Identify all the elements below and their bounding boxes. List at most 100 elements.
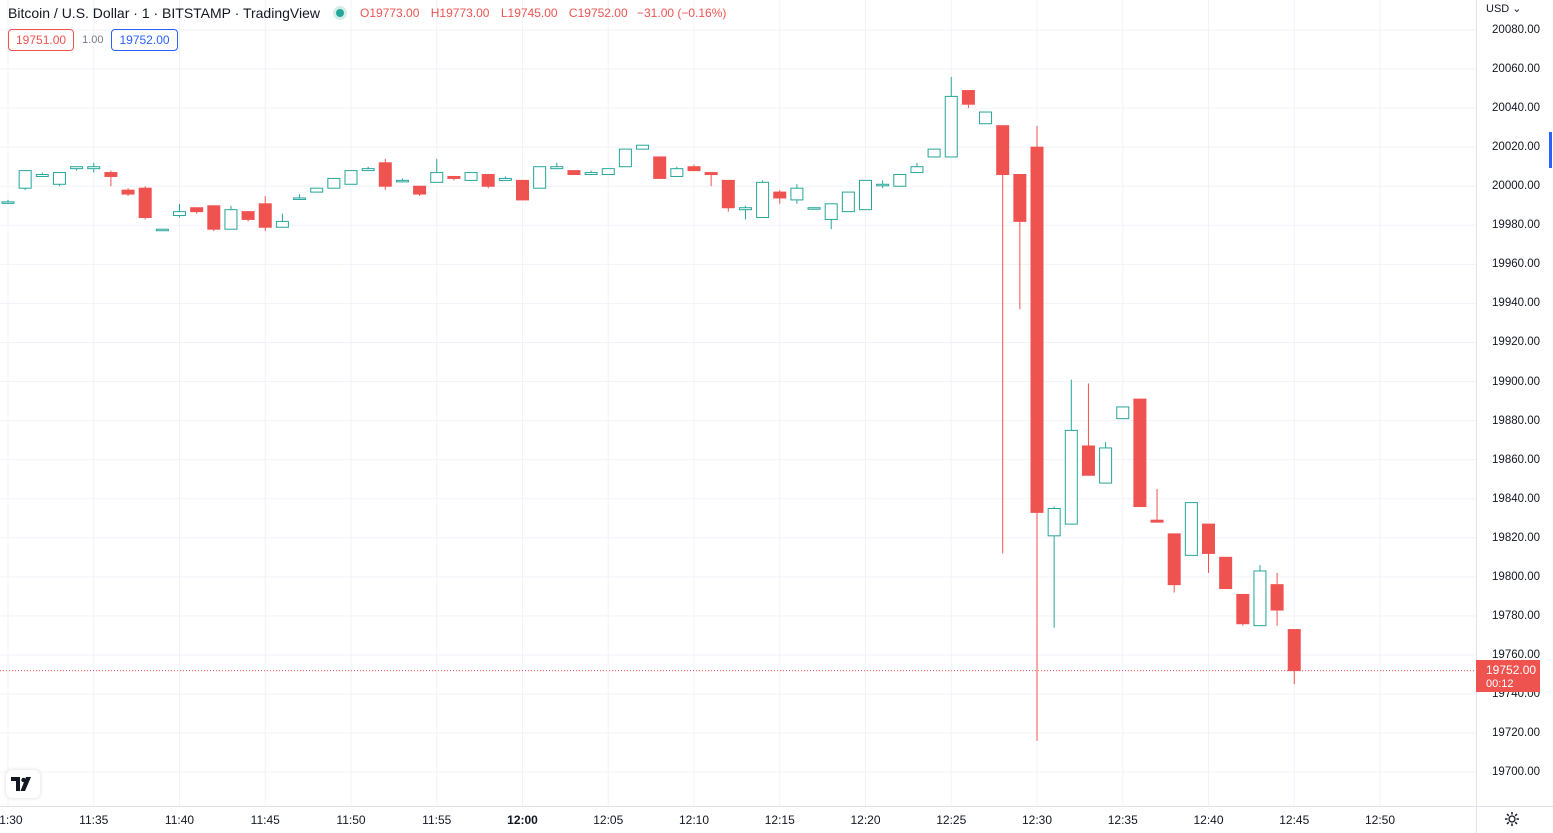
- candle-body[interactable]: [1184, 502, 1198, 556]
- candle-body[interactable]: [961, 90, 975, 105]
- sell-price-button[interactable]: 19751.00: [8, 29, 75, 51]
- candle-body[interactable]: [327, 177, 341, 189]
- candle-body[interactable]: [481, 174, 495, 187]
- candle-body[interactable]: [395, 179, 409, 183]
- candle-body[interactable]: [258, 203, 272, 228]
- candle-body[interactable]: [173, 211, 186, 217]
- candle-body[interactable]: [70, 166, 84, 170]
- time-tick-label: 12:45: [1279, 813, 1310, 827]
- candle-body[interactable]: [1099, 447, 1113, 484]
- candle-body[interactable]: [618, 148, 632, 168]
- candle-body[interactable]: [190, 207, 204, 213]
- candle-body[interactable]: [207, 205, 221, 230]
- candle-body[interactable]: [1013, 174, 1027, 222]
- candle-body[interactable]: [87, 166, 101, 170]
- candle-body[interactable]: [756, 181, 770, 218]
- candle-body[interactable]: [1150, 519, 1164, 523]
- candle-body[interactable]: [1270, 584, 1284, 611]
- time-tick-label: 12:50: [1364, 813, 1396, 827]
- price-axis[interactable]: 20080.00 20060.00 20040.00 20020.00 20000.00…: [1476, 0, 1553, 806]
- candle-body[interactable]: [601, 168, 615, 176]
- candle-body[interactable]: [1030, 146, 1044, 513]
- candle-body[interactable]: [944, 95, 958, 158]
- candle-body[interactable]: [910, 166, 924, 174]
- candle-body[interactable]: [876, 183, 890, 187]
- candle-body[interactable]: [52, 172, 66, 185]
- currency-selector[interactable]: USD ⌄: [1486, 2, 1522, 15]
- candle-body[interactable]: [773, 191, 787, 199]
- scroll-marker[interactable]: [1549, 132, 1552, 168]
- price-tick-label: 20060.00: [1492, 63, 1540, 76]
- candle-body[interactable]: [430, 172, 444, 183]
- time-tick-label: 11:50: [336, 813, 366, 827]
- open-value: 19773.00: [369, 6, 420, 20]
- price-tick-label: 20020.00: [1492, 141, 1540, 154]
- candle-body[interactable]: [104, 172, 118, 177]
- time-tick-label: 11:45: [250, 813, 280, 827]
- candle-body[interactable]: [310, 187, 324, 193]
- candle-body[interactable]: [1133, 398, 1147, 508]
- candle-body[interactable]: [413, 185, 427, 195]
- candle-body[interactable]: [653, 156, 667, 179]
- symbol-title[interactable]: Bitcoin / U.S. Dollar · 1 · BITSTAMP · T…: [8, 5, 320, 21]
- buy-price-button[interactable]: 19752.00: [111, 29, 178, 51]
- candle-body[interactable]: [738, 207, 752, 211]
- candle-body[interactable]: [121, 189, 135, 195]
- candle-body[interactable]: [1167, 533, 1181, 586]
- candle-body[interactable]: [224, 209, 238, 230]
- candle-body[interactable]: [584, 172, 598, 176]
- candle-body[interactable]: [361, 168, 375, 172]
- candle-body[interactable]: [687, 166, 701, 172]
- tradingview-logo[interactable]: [6, 770, 40, 798]
- candle-body[interactable]: [1, 201, 15, 204]
- candle-body[interactable]: [241, 211, 255, 220]
- candle-body[interactable]: [893, 174, 907, 187]
- chart-area[interactable]: [0, 0, 1476, 806]
- candle-body[interactable]: [498, 177, 512, 181]
- candle-body[interactable]: [1287, 629, 1301, 672]
- last-price-label: 19752.00 00:12: [1476, 660, 1540, 692]
- candle-body[interactable]: [567, 170, 581, 176]
- candle-body[interactable]: [807, 207, 821, 210]
- bar-countdown: 00:12: [1486, 678, 1514, 690]
- candle-body[interactable]: [824, 203, 838, 220]
- candle-body[interactable]: [979, 111, 993, 125]
- time-axis[interactable]: 11:30 11:35 11:40 11:45 11:50 11:55 12:00 12:05…: [0, 806, 1476, 833]
- candle-body[interactable]: [790, 187, 804, 201]
- candle-body[interactable]: [841, 191, 855, 213]
- candle-body[interactable]: [1116, 406, 1130, 420]
- candle-body[interactable]: [18, 170, 32, 189]
- candle-body[interactable]: [550, 166, 564, 170]
- candle-body[interactable]: [1253, 570, 1267, 627]
- symbol-legend: Bitcoin / U.S. Dollar · 1 · BITSTAMP · T…: [8, 5, 732, 21]
- candle-body[interactable]: [927, 148, 941, 158]
- candle-body[interactable]: [378, 162, 392, 187]
- candle-body[interactable]: [464, 172, 478, 181]
- price-tick-label: 20040.00: [1492, 102, 1540, 115]
- candle-body[interactable]: [1064, 429, 1078, 525]
- candle-body[interactable]: [859, 179, 872, 211]
- candle-body[interactable]: [35, 174, 49, 177]
- gear-icon[interactable]: [1504, 811, 1520, 827]
- candle-body[interactable]: [533, 166, 547, 189]
- candle-body[interactable]: [1202, 523, 1215, 554]
- candle-body[interactable]: [1081, 445, 1095, 476]
- candle-body[interactable]: [996, 125, 1010, 176]
- candle-body[interactable]: [516, 179, 529, 201]
- candlestick-chart[interactable]: [0, 0, 1476, 806]
- candle-body[interactable]: [636, 144, 650, 150]
- candle-body[interactable]: [344, 170, 358, 185]
- candle-body[interactable]: [447, 175, 461, 179]
- candle-body[interactable]: [721, 179, 735, 209]
- candle-body[interactable]: [1219, 556, 1233, 590]
- candle-body[interactable]: [670, 168, 684, 177]
- candle-body[interactable]: [138, 187, 152, 218]
- candle-body[interactable]: [1236, 593, 1250, 625]
- time-tick-label: 12:00: [507, 813, 538, 827]
- spread-value: 1.00: [82, 34, 104, 46]
- candle-body[interactable]: [275, 220, 289, 228]
- candle-body[interactable]: [155, 228, 169, 232]
- candle-body[interactable]: [1047, 507, 1061, 537]
- candle-body[interactable]: [704, 172, 718, 176]
- candle-body[interactable]: [293, 197, 307, 200]
